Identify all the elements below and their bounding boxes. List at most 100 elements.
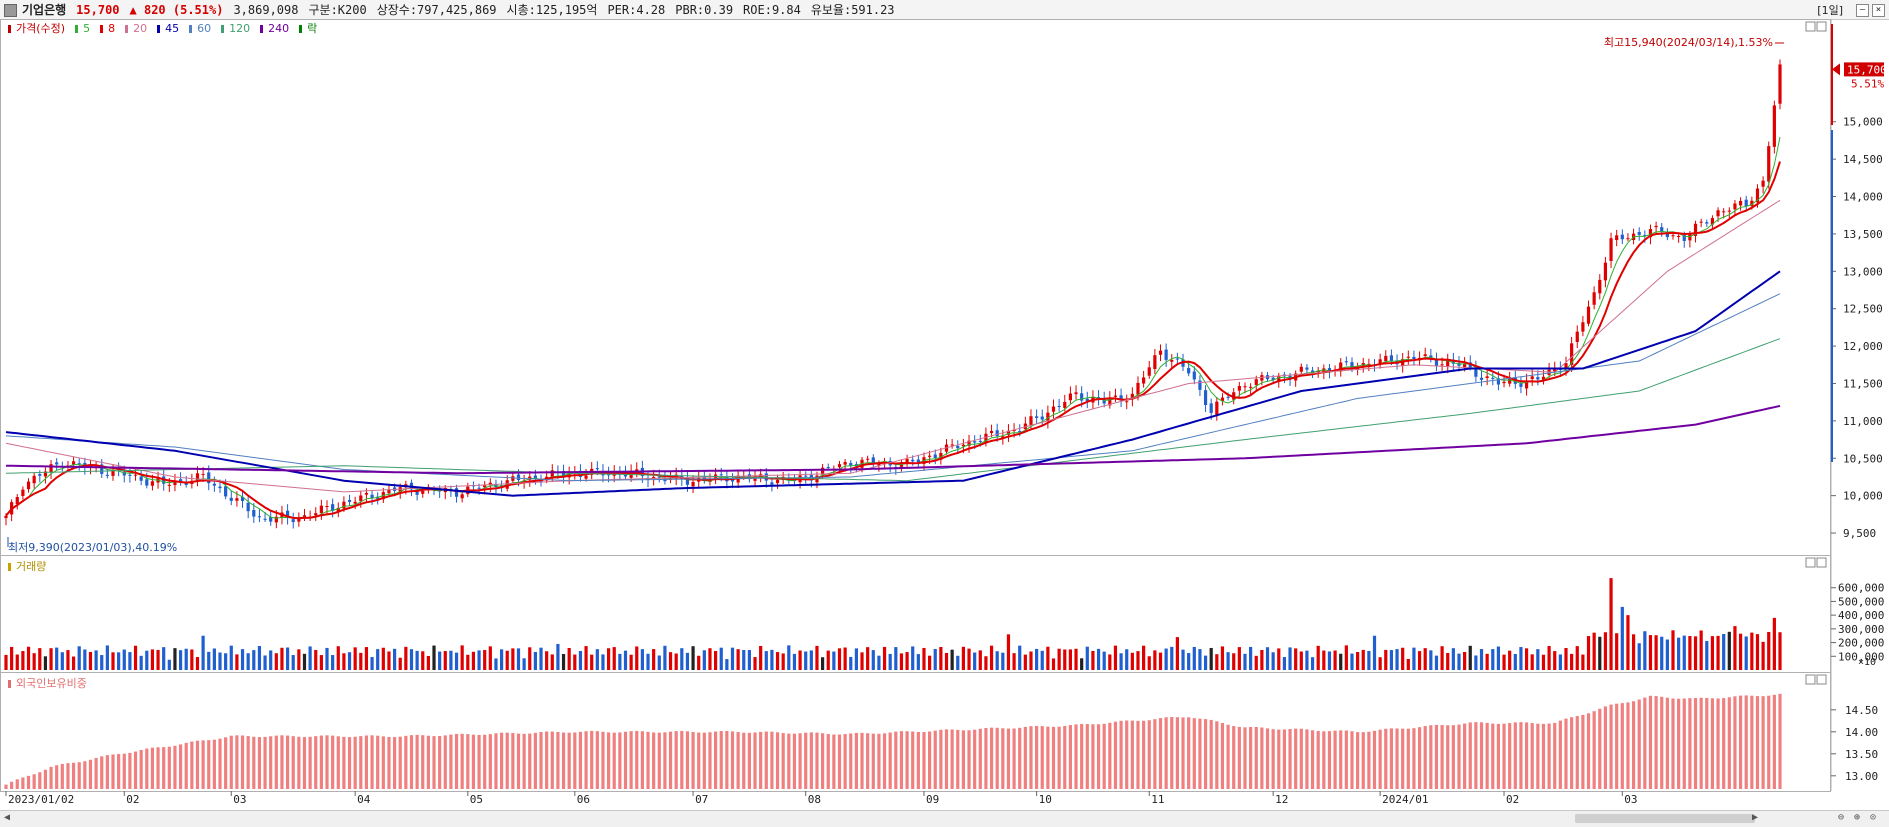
candle-body [1046,412,1050,422]
candle-body [1530,376,1534,379]
foreign-bar [1744,695,1748,789]
legend-item[interactable]: 가격(수정) [8,22,70,35]
candle-body [218,486,222,489]
scroll-right-icon[interactable]: ▶ [1752,812,1759,823]
volume-bar [1609,578,1613,670]
legend-item[interactable]: 120 [221,22,255,35]
candle-body [652,476,656,480]
candle-body [1637,232,1641,235]
legend-item[interactable]: 5 [75,22,95,35]
volume-bar [753,657,757,670]
candle-body [730,479,735,482]
volume-bar [105,645,109,670]
foreign-bar [263,736,267,789]
price-tick-label: 10,500 [1843,452,1883,465]
volume-bar [325,647,329,670]
foreign-bar [545,731,549,789]
candle-body [691,481,695,487]
foreign-bar [246,736,250,789]
candle-body [1125,401,1129,403]
stock-chart[interactable]: 15,000 14,500 14,000 13,500 13,000 12,500 12,0… [0,0,1889,810]
candle-body [950,444,954,446]
scroll-left-icon[interactable]: ◀ [4,812,11,823]
candle-body [1643,235,1647,237]
scroll-thumb[interactable] [1575,814,1755,823]
volume-bar [4,654,8,670]
ma120-line [5,338,1781,482]
candle-body [364,492,369,495]
foreign-bar [1305,729,1309,789]
volume-bar [1502,654,1506,670]
price-tick-label: 12,000 [1843,340,1883,353]
volume-bar [1215,654,1219,670]
volume-bar [1457,653,1461,670]
volume-bar [421,651,425,670]
legend-item[interactable]: 60 [189,22,216,35]
foreign-bar [809,732,813,789]
legend-item[interactable]: 20 [125,22,152,35]
foreign-bar [1412,728,1416,789]
volume-bar [792,653,797,670]
candle-body [235,498,239,501]
zoom-in-icon[interactable]: ⊕ [1854,812,1861,823]
window-menu-icon[interactable] [4,4,17,17]
zoom-reset-icon[interactable]: ⊙ [1870,812,1877,823]
candle-body [1378,359,1382,364]
foreign-bar [1457,724,1461,789]
volume-tick-label: 600,000 [1838,582,1884,595]
volume-bar [1102,651,1106,670]
zoom-out-icon[interactable]: ⊖ [1838,812,1845,823]
volume-bar [1440,646,1444,670]
volume-bar [111,652,115,670]
volume-bar [556,643,560,670]
volume-bar [150,649,155,670]
foreign-bar [1035,725,1039,789]
candle-body [1592,292,1596,305]
volume-bar [449,650,453,670]
close-icon[interactable]: × [1872,3,1885,17]
volume-bar [1643,631,1647,670]
legend-item[interactable]: 240 [260,22,294,35]
volume-bar [1254,655,1258,670]
foreign-bar [849,733,853,789]
foreign-bar [1603,706,1608,789]
volume-bar [1029,651,1033,670]
foreign-bar [539,732,543,789]
foreign-bar [421,735,425,789]
foreign-bar [1294,728,1298,789]
minimize-icon[interactable]: – [1856,3,1869,17]
legend-item[interactable]: 락 [299,22,322,35]
candle-body [759,474,763,476]
candle-body [1040,416,1044,420]
volume-bar [1012,653,1016,670]
period-selector[interactable]: [1일] [1817,4,1843,17]
candle-body [1665,232,1669,238]
stock-name[interactable]: 기업은행 [22,3,67,17]
candle-body [1434,359,1439,367]
legend-item[interactable]: 45 [157,22,184,35]
foreign-bar [83,761,87,789]
candle-body [1479,377,1484,380]
candle-body [1496,378,1501,385]
candle-body [167,484,171,486]
candle-body [1508,378,1512,384]
foreign-bar [882,733,887,789]
volume-bar [471,651,476,670]
date-tick-label: 11 [1151,793,1164,806]
volume-bar [1570,653,1574,670]
horizontal-scrollbar[interactable]: ◀ ▶ ⊖ ⊕ ⊙ [0,810,1889,827]
candle-body [285,510,290,518]
foreign-bar [443,735,447,789]
legend-label: 60 [197,22,212,35]
candle-body [240,496,245,501]
candle-body [195,473,200,481]
candle-body [995,430,999,437]
volume-bar [280,647,284,670]
date-tick-label: 03 [1624,793,1637,806]
legend-item[interactable]: 8 [100,22,120,35]
candle-body [1063,401,1067,408]
foreign-bar [1322,731,1326,789]
candle-body [1586,306,1591,324]
foreign-bar [1158,718,1163,789]
foreign-bar [573,732,577,789]
